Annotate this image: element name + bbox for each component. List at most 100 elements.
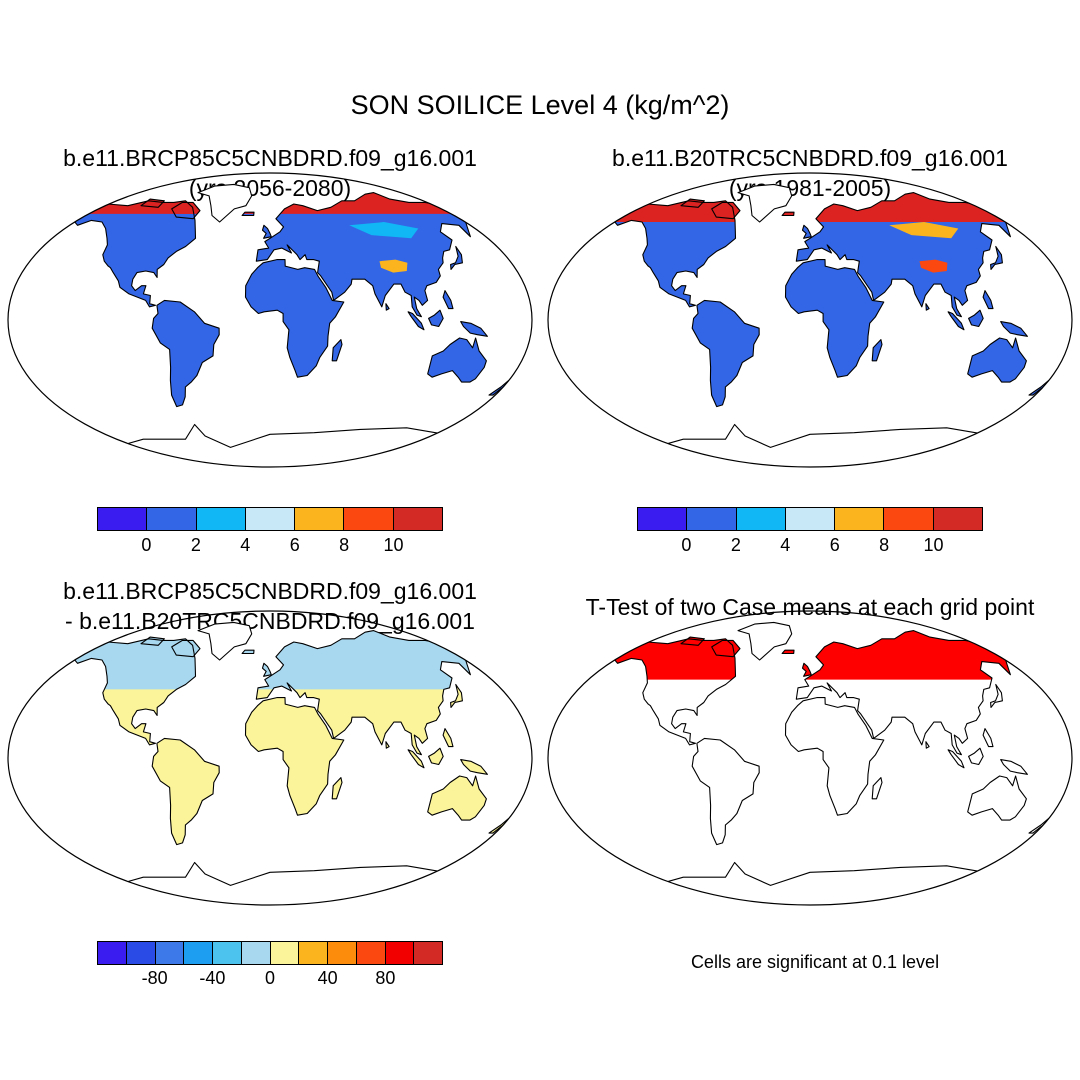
landmass-uk [262,225,272,239]
coastline-baffin [711,639,741,658]
mid-latitude-band [889,222,959,239]
coastline-iceland [781,649,795,655]
colorbar-swatch [245,508,296,530]
coastline-borneo [428,309,444,328]
map-svg [7,610,533,906]
coastline-sumatra [407,311,425,331]
colorbar-tick-label: -40 [199,968,226,988]
map-svg [547,610,1073,906]
high-latitude-band [613,630,1015,680]
colorbar-swatch [638,508,688,530]
landmass-philippines [983,728,993,747]
colorbar-tick-label: 80 [375,968,396,988]
panel-3-title-line2: - b.e11.B20TRC5CNBDRD.f09_g16.001 [65,608,475,634]
coastline-victoria-isl [680,636,705,646]
map-panel-4 [545,608,1075,908]
colorbar-tick-label: 4 [780,535,791,555]
coastline-africa [244,259,345,378]
main-title: SON SOILICE Level 4 (kg/m^2) [350,90,730,120]
landmass-sumatra [408,311,424,330]
colorbar-panel-3-labels: -80 -40 0 40 80 [97,968,443,992]
landmass-africa [245,697,344,816]
coastline-greenland [197,621,253,661]
colorbar-swatch [328,942,357,964]
colorbar-swatch [385,942,415,964]
colorbar-panel-1-labels: 0 2 4 6 8 10 [97,535,443,559]
colorbar-swatch [785,508,836,530]
landmass-greenland [198,622,252,660]
landmass-antarctica [632,862,988,905]
coastline-baffin [711,201,741,220]
panel-4-title-line1: T-Test of two Case means at each grid po… [585,594,1035,620]
tibet-patch [379,259,408,273]
coastline-australia [427,775,487,821]
colorbar-tick-label: 40 [317,968,338,988]
coastline-eurasia [795,630,1016,756]
colorbar-swatch [393,508,442,530]
colorbar-swatch [687,508,737,530]
coastline-madagascar [331,777,343,800]
panel-1-title: b.e11.BRCP85C5CNBDRD.f09_g16.001 (yrs 20… [0,143,540,203]
coastline-greenland [737,183,793,223]
coastline-madagascar [871,339,883,362]
coastline-victoria-isl [140,636,165,646]
colorbar-tick-label: 4 [240,535,251,555]
colorbar-swatch [147,508,197,530]
colorbar-swatch [414,942,442,964]
coastline-borneo [968,309,984,328]
landmass-sumatra [948,749,964,768]
tibet-patch [919,259,948,273]
landmass-uk [802,225,812,239]
colorbar-swatch [835,508,885,530]
landmass-australia [427,338,487,383]
landmass-south-america [692,300,760,407]
landmass-north-america [73,200,196,307]
colorbar-swatch [933,508,982,530]
colorbar-panel-2-labels: 0 2 4 6 8 10 [637,535,983,559]
colorbar-swatch [884,508,934,530]
coastline-iceland [781,211,795,217]
coastline-japan [450,245,463,270]
landmass-borneo [968,310,984,327]
coastline-new-zealand [488,379,513,396]
high-latitude-band [73,192,475,214]
coastline-new-zealand [488,817,513,834]
colorbar-swatch [736,508,786,530]
coastline-eurasia [795,192,1016,318]
coastline-sri-lanka [385,303,390,311]
colorbar-tick-label: 10 [923,535,944,555]
landmass-sumatra [948,311,964,330]
coastline-australia [967,775,1027,821]
coastline-philippines [982,728,994,748]
landmass-south-america [692,738,760,845]
coastline-japan [450,683,463,708]
landmass-new-guinea [460,759,488,775]
coastline-new-guinea [460,321,488,337]
landmass-greenland [738,184,792,222]
significance-note: Cells are significant at 0.1 level [690,952,940,972]
landmass-greenland [738,622,792,660]
coastline-south-america [691,299,760,408]
landmass-madagascar [332,339,342,361]
coastline-sri-lanka [385,741,390,749]
landmass-africa [245,259,344,378]
colorbar-tick-label: 6 [829,535,840,555]
coastline-philippines [982,290,994,310]
landmass-eurasia [256,192,475,317]
coastline-north-america [72,200,197,308]
coastline-sumatra [947,749,965,769]
coastline-borneo [428,747,444,766]
colorbar-tick-label: 0 [681,535,692,555]
landmass-philippines [983,290,993,309]
map-svg [7,172,533,468]
high-latitude-band [73,630,475,690]
landmass-sumatra [408,749,424,768]
coastline-uk [801,662,812,677]
colorbar-swatch [196,508,246,530]
coastline-uk [261,224,272,239]
colorbar-tick-label: 0 [264,968,276,988]
landmass-borneo [428,748,444,765]
colorbar-swatch [126,942,156,964]
high-latitude-band [613,192,1015,223]
landmass-new-guinea [1000,321,1028,337]
